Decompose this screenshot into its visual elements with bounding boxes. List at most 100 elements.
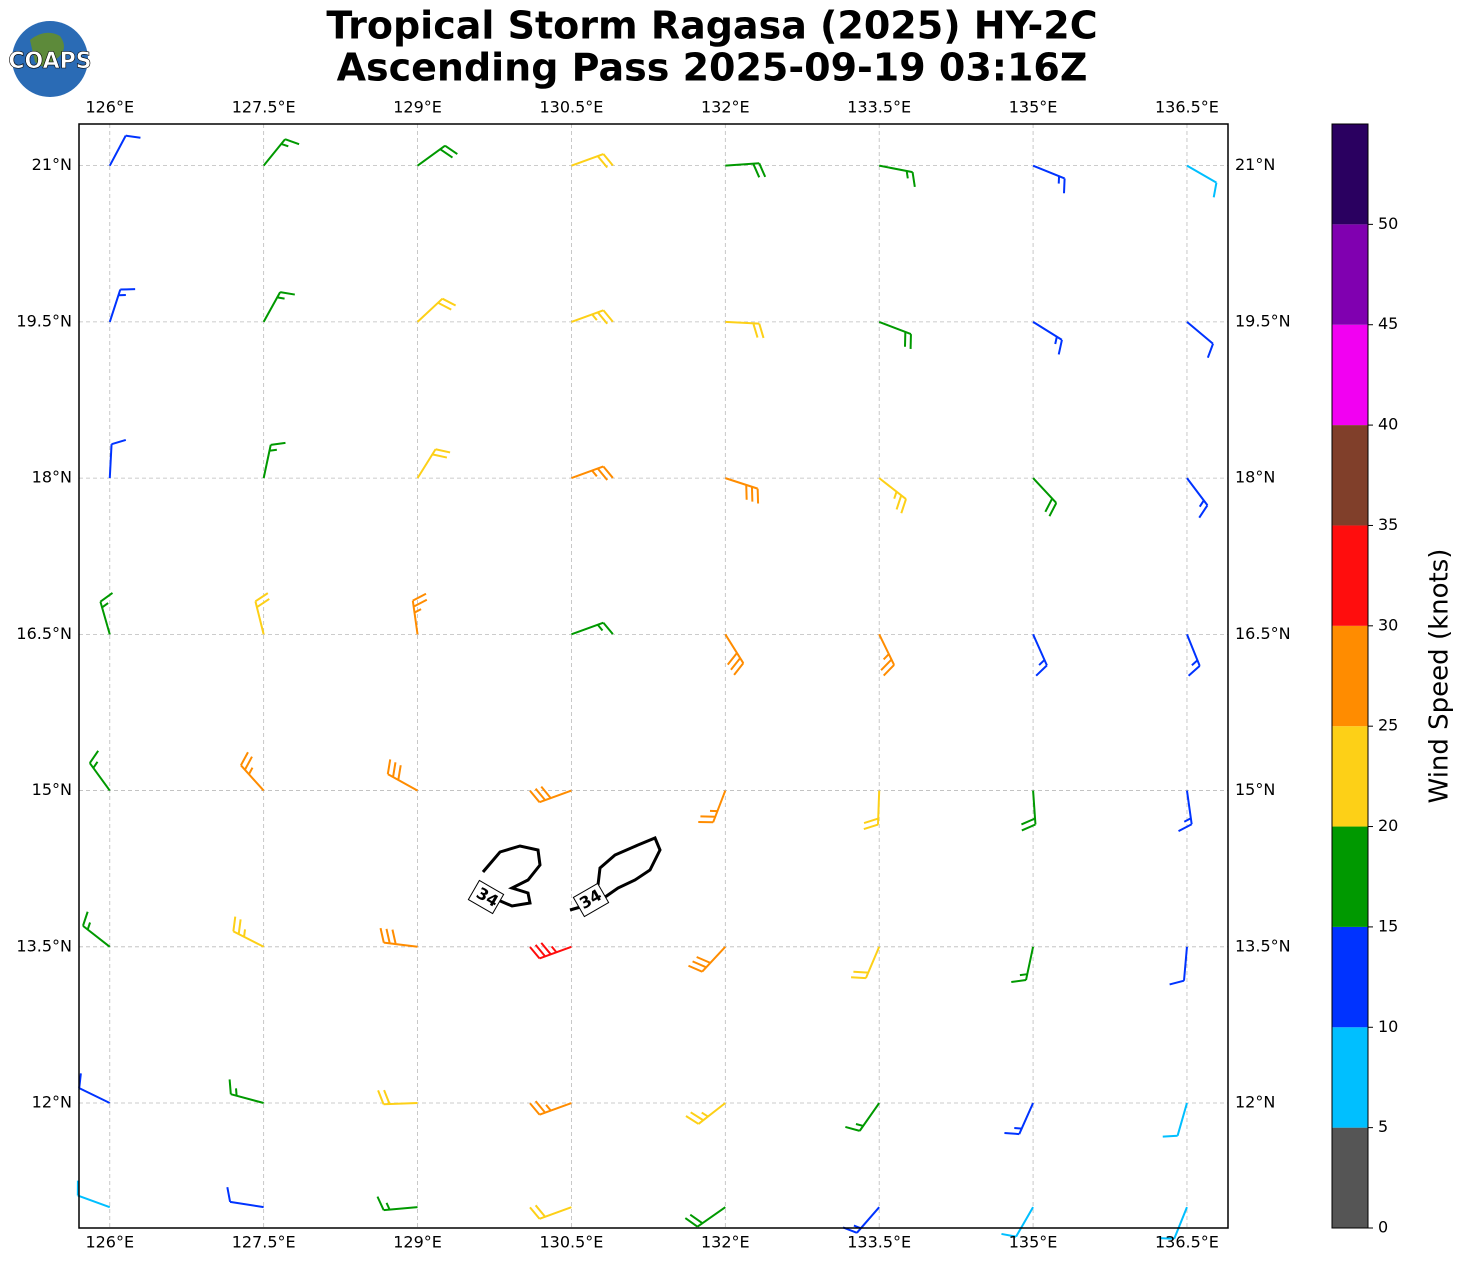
wind-barb — [1159, 1206, 1188, 1240]
wind-barb — [1178, 790, 1193, 833]
wind-barb — [879, 164, 916, 187]
colorbar-tick-label: 15 — [1378, 916, 1398, 935]
wind-barb — [725, 320, 765, 339]
x-tick-label: 135°E — [1009, 1233, 1058, 1252]
wind-barb — [226, 1187, 264, 1209]
wind-barb — [571, 465, 614, 481]
wind-barb — [262, 291, 295, 323]
x-tick-label: 127.5°E — [232, 1233, 296, 1252]
wind-barb — [379, 927, 418, 948]
wind-barb — [1169, 946, 1188, 986]
wind-barb — [416, 297, 457, 323]
colorbar-segment — [1332, 1127, 1368, 1228]
logo-text: COAPS — [8, 49, 91, 74]
wind-barb — [571, 309, 614, 325]
wind-barb — [845, 1102, 881, 1132]
wind-barb — [684, 1206, 726, 1228]
wind-barb — [416, 144, 458, 167]
wind-barb — [262, 138, 300, 167]
x-tick-label: 132°E — [701, 1233, 750, 1252]
y-tick-label: 12°N — [32, 1093, 72, 1112]
wind-barb — [99, 592, 114, 635]
colorbar-segment — [1332, 124, 1368, 225]
colorbar-tick-label: 50 — [1378, 214, 1398, 233]
y-tick-label: 21°N — [32, 155, 72, 174]
wind-barb — [1032, 477, 1058, 517]
x-tick-label: 133.5°E — [847, 98, 911, 117]
colorbar-segment — [1332, 525, 1368, 626]
colorbar-label: Wind Speed (knots) — [1425, 549, 1455, 804]
y-tick-label: 16.5°N — [1235, 624, 1291, 643]
title-line: Ascending Pass 2025-09-19 03:16Z — [337, 46, 1088, 90]
map-background — [79, 124, 1228, 1228]
colorbar-segment — [1332, 1027, 1368, 1128]
colorbar-segment — [1332, 726, 1368, 827]
wind-barb — [254, 592, 270, 635]
wind-barb — [1032, 633, 1048, 677]
x-tick-label: 129°E — [393, 1233, 442, 1252]
map-plot — [76, 123, 1229, 1240]
x-tick-label: 136.5°E — [1155, 98, 1219, 117]
x-tick-label: 135°E — [1009, 98, 1058, 117]
wind-barb — [1032, 321, 1063, 355]
x-tick-label: 132°E — [701, 98, 750, 117]
y-tick-label: 13.5°N — [1235, 936, 1291, 955]
colorbar-frame — [1331, 123, 1369, 1229]
wind-barb — [76, 1180, 111, 1209]
x-tick-label: 130.5°E — [539, 98, 603, 117]
wind-barb — [416, 448, 451, 479]
x-tick-label: 130.5°E — [539, 1233, 603, 1252]
wind-barb — [411, 592, 428, 635]
wind-barb — [571, 621, 614, 636]
wind-barb — [685, 1102, 726, 1125]
colorbar-tick-label: 30 — [1378, 615, 1398, 634]
wind-barb — [688, 946, 727, 973]
wind-barb — [88, 750, 111, 792]
contour-line — [569, 836, 662, 912]
wind-barb — [529, 1100, 572, 1116]
colorbar-tick-label: 25 — [1378, 716, 1398, 735]
y-tick-label: 15°N — [1235, 780, 1275, 799]
wind-barb — [1004, 1102, 1034, 1136]
x-tick-label: 129°E — [393, 98, 442, 117]
contour-label-box — [467, 879, 505, 915]
y-tick-label: 15°N — [32, 780, 72, 799]
wind-barb — [1186, 633, 1201, 677]
wind-barb — [386, 759, 419, 792]
wind-barb — [1186, 164, 1218, 198]
wind-barb — [262, 441, 286, 479]
wind-barb — [1032, 164, 1066, 194]
wind-barb — [1162, 1102, 1188, 1138]
wind-barb — [232, 916, 265, 948]
y-tick-label: 18°N — [1235, 468, 1275, 487]
colorbar-segment — [1332, 425, 1368, 526]
y-tick-label: 19.5°N — [16, 311, 72, 330]
wind-barb — [82, 911, 111, 948]
colorbar-segment — [1332, 926, 1368, 1028]
y-tick-label: 19.5°N — [1235, 311, 1291, 330]
y-tick-label: 18°N — [32, 468, 72, 487]
wind-barb — [1186, 321, 1214, 359]
y-tick-label: 16.5°N — [16, 624, 72, 643]
wind-barb — [725, 162, 767, 178]
wind-barb — [878, 633, 895, 677]
x-tick-label: 126°E — [85, 1233, 134, 1252]
wind-barb — [108, 438, 127, 479]
wind-barb — [529, 786, 572, 804]
wind-barb — [725, 477, 760, 504]
wind-barb — [376, 1196, 418, 1212]
colorbar-segment — [1332, 826, 1368, 927]
wind-barb — [240, 751, 265, 792]
colorbar-tick-label: 10 — [1378, 1017, 1398, 1036]
wind-barb — [571, 153, 614, 169]
wind-barb — [724, 633, 745, 676]
wind-barb — [108, 134, 141, 167]
wind-barb — [1001, 1206, 1034, 1238]
wind-barb — [851, 946, 881, 980]
x-tick-label: 133.5°E — [847, 1233, 911, 1252]
wind-barb — [1186, 477, 1209, 519]
logo-land — [30, 32, 64, 67]
wind-barb — [878, 320, 912, 349]
y-tick-label: 21°N — [1235, 155, 1275, 174]
wind-barb — [878, 477, 907, 514]
